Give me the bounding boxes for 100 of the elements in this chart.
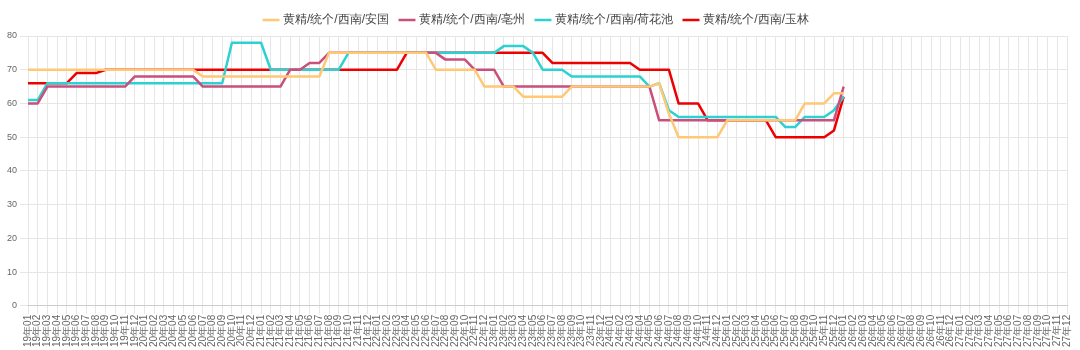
x-tick-label: 26年10 [924, 314, 936, 347]
x-tick-label: 26年05 [876, 314, 888, 347]
x-tick-label: 25年09 [798, 314, 810, 347]
y-tick-label: 0 [12, 300, 18, 311]
x-tick-label: 22年08 [439, 314, 451, 347]
x-tick-label: 20年05 [177, 314, 189, 347]
x-tick-label: 23年07 [546, 314, 558, 347]
x-tick-label: 22年12 [478, 314, 490, 347]
x-tick-label: 23年12 [594, 314, 606, 347]
x-tick-label: 21年01 [254, 314, 266, 347]
y-tick-label: 10 [7, 266, 18, 277]
x-tick-label: 20年01 [138, 314, 150, 347]
x-tick-label: 23年04 [516, 314, 528, 347]
x-tick-label: 20年09 [215, 314, 227, 347]
x-tick-label: 22年02 [381, 314, 393, 347]
x-tick-label: 21年06 [303, 314, 315, 347]
x-tick-label: 21年08 [322, 314, 334, 347]
x-tick-label: 22年05 [410, 314, 422, 347]
x-tick-label: 24年02 [614, 314, 626, 347]
x-tick-label: 24年08 [672, 314, 684, 347]
x-tick-label: 25年01 [720, 314, 732, 347]
x-tick-label: 27年01 [953, 314, 965, 347]
x-tick-label: 22年09 [449, 314, 461, 347]
x-tick-label: 22年04 [400, 314, 412, 347]
y-tick-label: 60 [7, 97, 18, 108]
x-tick-label: 24年03 [623, 314, 635, 347]
x-tick-label: 21年04 [283, 314, 295, 347]
y-tick-label: 40 [7, 165, 18, 176]
x-tick-label: 23年01 [487, 314, 499, 347]
x-tick-label: 19年09 [99, 314, 111, 347]
x-tick-label: 23年03 [507, 314, 519, 347]
y-tick-label: 50 [7, 131, 18, 142]
x-tick-label: 22年03 [390, 314, 402, 347]
x-tick-label: 27年08 [1021, 314, 1033, 347]
x-tick-label: 19年11 [118, 314, 130, 347]
x-tick-label: 23年11 [584, 314, 596, 347]
x-tick-label: 27年10 [1041, 314, 1053, 347]
legend-label: 黄精/统个/西南/玉林 [703, 12, 810, 27]
x-tick-label: 23年06 [536, 314, 548, 347]
x-tick-label: 25年08 [788, 314, 800, 347]
x-tick-label: 20年06 [186, 314, 198, 347]
x-tick-label: 26年02 [847, 314, 859, 347]
x-tick-label: 27年03 [973, 314, 985, 347]
x-tick-label: 24年11 [701, 314, 713, 347]
x-tick-label: 23年09 [565, 314, 577, 347]
x-tick-label: 27年12 [1060, 314, 1072, 347]
x-tick-label: 19年06 [70, 314, 82, 347]
x-tick-label: 21年03 [274, 314, 286, 347]
x-tick-label: 26年08 [905, 314, 917, 347]
x-tick-label: 21年11 [351, 314, 363, 347]
x-tick-label: 22年07 [429, 314, 441, 347]
x-tick-label: 19年03 [41, 314, 53, 347]
x-tick-label: 26年03 [856, 314, 868, 347]
x-tick-label: 22年10 [458, 314, 470, 347]
x-tick-label: 22年06 [419, 314, 431, 347]
x-tick-label: 20年11 [235, 314, 247, 347]
x-tick-label: 27年09 [1031, 314, 1043, 347]
x-tick-label: 21年02 [264, 314, 276, 347]
x-tick-label: 27年02 [963, 314, 975, 347]
x-tick-label: 23年10 [575, 314, 587, 347]
x-tick-label: 19年07 [80, 314, 92, 347]
x-tick-label: 24年10 [691, 314, 703, 347]
y-tick-label: 80 [7, 30, 18, 41]
x-tick-label: 25年03 [740, 314, 752, 347]
x-tick-label: 20年08 [206, 314, 218, 347]
x-tick-label: 26年04 [866, 314, 878, 347]
x-tick-label: 20年03 [157, 314, 169, 347]
x-tick-label: 19年02 [31, 314, 43, 347]
x-tick-label: 25年02 [730, 314, 742, 347]
x-tick-label: 22年11 [468, 314, 480, 347]
legend-label: 黄精/统个/西南/亳州 [419, 12, 526, 27]
x-tick-label: 25年06 [769, 314, 781, 347]
x-tick-label: 23年02 [497, 314, 509, 347]
x-tick-label: 24年12 [711, 314, 723, 347]
x-tick-label: 27年11 [1051, 314, 1063, 347]
x-tick-label: 26年01 [837, 314, 849, 347]
x-tick-label: 21年12 [361, 314, 373, 347]
x-tick-label: 25年05 [759, 314, 771, 347]
x-tick-label: 19年05 [60, 314, 72, 347]
x-tick-label: 26年12 [944, 314, 956, 347]
x-tick-label: 25年04 [750, 314, 762, 347]
x-tick-label: 21年05 [293, 314, 305, 347]
x-tick-label: 19年12 [128, 314, 140, 347]
x-tick-label: 24年06 [652, 314, 664, 347]
x-tick-label: 25年11 [818, 314, 829, 347]
x-tick-label: 27年07 [1012, 314, 1024, 347]
x-tick-label: 20年10 [225, 314, 237, 347]
y-tick-label: 70 [7, 64, 18, 75]
x-tick-label: 19年10 [109, 314, 121, 347]
x-tick-label: 25年12 [827, 314, 839, 347]
x-tick-label: 25年07 [779, 314, 791, 347]
x-tick-label: 20年02 [147, 314, 159, 347]
x-tick-label: 26年09 [915, 314, 927, 347]
x-tick-label: 24年09 [682, 314, 694, 347]
x-tick-label: 23年05 [526, 314, 538, 347]
x-tick-label: 21年07 [313, 314, 325, 347]
x-tick-label: 26年11 [934, 314, 946, 347]
x-tick-label: 20年12 [245, 314, 257, 347]
x-tick-label: 19年08 [89, 314, 101, 347]
x-tick-label: 24年01 [604, 314, 616, 347]
